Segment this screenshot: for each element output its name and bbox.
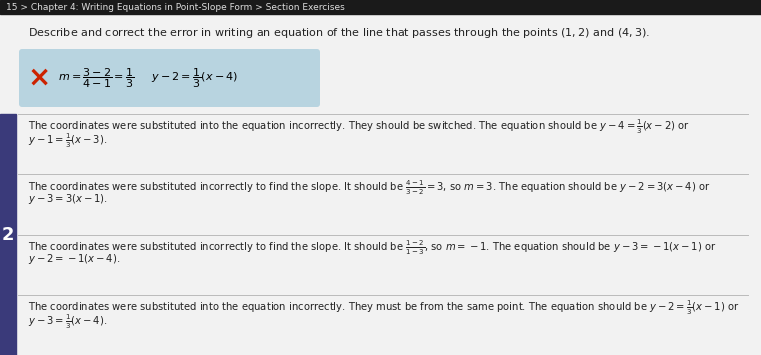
Text: The coordinates were substituted into the equation incorrectly. They must be fro: The coordinates were substituted into th… (28, 299, 740, 317)
Bar (0, 114, 16, 355)
Text: 15 > Chapter 4: Writing Equations in Point-Slope Form > Section Exercises: 15 > Chapter 4: Writing Equations in Poi… (6, 2, 345, 11)
Text: The coordinates were substituted incorrectly to find the slope. It should be $\f: The coordinates were substituted incorre… (28, 178, 711, 197)
Text: The coordinates were substituted incorrectly to find the slope. It should be $\f: The coordinates were substituted incorre… (28, 239, 717, 257)
Text: The coordinates were substituted into the equation incorrectly. They should be s: The coordinates were substituted into th… (28, 118, 690, 136)
Text: $\mathbf{\times}$: $\mathbf{\times}$ (27, 64, 49, 92)
Text: $y-1=\frac{1}{3}(x-3)$.: $y-1=\frac{1}{3}(x-3)$. (28, 132, 107, 150)
Text: $y-2=-1(x-4)$.: $y-2=-1(x-4)$. (28, 252, 120, 267)
Text: Describe and correct the error in writing an equation of the line that passes th: Describe and correct the error in writin… (28, 26, 650, 40)
Text: 2: 2 (2, 225, 14, 244)
Bar (0, 0, 761, 14)
Text: $y-3=\frac{1}{3}(x-4)$.: $y-3=\frac{1}{3}(x-4)$. (28, 313, 107, 331)
Text: $m=\dfrac{3-2}{4-1}=\dfrac{1}{3}$     $y-2=\dfrac{1}{3}(x-4)$: $m=\dfrac{3-2}{4-1}=\dfrac{1}{3}$ $y-2=\… (58, 66, 238, 90)
FancyBboxPatch shape (19, 49, 320, 107)
Text: $y-3=3(x-1)$.: $y-3=3(x-1)$. (28, 192, 108, 206)
